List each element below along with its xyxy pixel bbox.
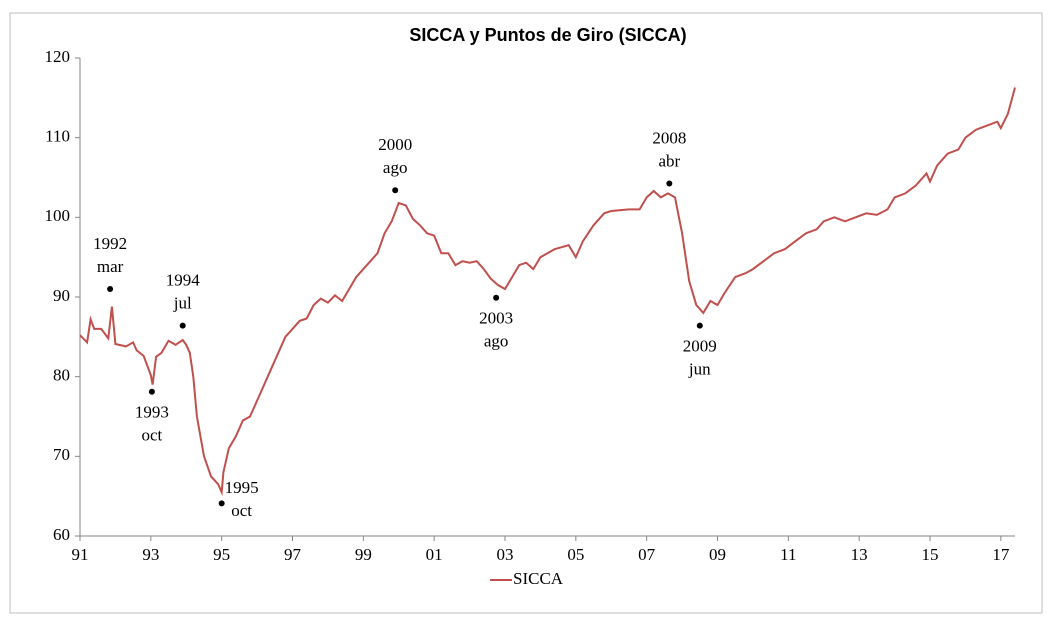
annotation-label: jun xyxy=(688,360,711,379)
annotation-label: 1995 xyxy=(225,478,259,497)
y-tick-label: 100 xyxy=(45,206,71,225)
annotation-label: oct xyxy=(231,501,252,520)
turning-point xyxy=(696,322,703,329)
turning-point xyxy=(107,286,114,293)
x-tick-label: 13 xyxy=(851,545,868,564)
annotation-label: abr xyxy=(658,151,680,170)
x-tick-label: 91 xyxy=(72,545,89,564)
annotation-label: ago xyxy=(383,158,408,177)
x-tick-label: 93 xyxy=(142,545,159,564)
annotation-label: jul xyxy=(173,294,192,313)
y-tick-label: 120 xyxy=(45,47,71,66)
turning-point xyxy=(218,500,225,507)
chart-frame xyxy=(9,12,1043,614)
y-tick-label: 80 xyxy=(53,366,70,385)
legend-label: SICCA xyxy=(513,569,564,588)
x-tick-label: 09 xyxy=(709,545,726,564)
annotation-label: 1994 xyxy=(166,271,201,290)
chart-title: SICCA y Puntos de Giro (SICCA) xyxy=(409,25,686,45)
x-tick-label: 11 xyxy=(780,545,796,564)
y-tick-label: 110 xyxy=(45,127,70,146)
x-tick-label: 05 xyxy=(567,545,584,564)
turning-point xyxy=(666,180,673,187)
annotation-label: 2000 xyxy=(378,135,412,154)
y-tick-label: 70 xyxy=(53,445,70,464)
annotation-label: 2008 xyxy=(652,128,686,147)
series-line xyxy=(79,87,1016,497)
x-tick-label: 15 xyxy=(922,545,939,564)
annotation-label: ago xyxy=(484,332,509,351)
annotation-label: 2009 xyxy=(683,337,717,356)
y-tick-label: 60 xyxy=(53,525,70,544)
annotation-label: 1992 xyxy=(93,234,127,253)
turning-point xyxy=(179,322,186,329)
x-tick-label: 17 xyxy=(992,545,1010,564)
x-tick-label: 95 xyxy=(213,545,230,564)
x-tick-label: 99 xyxy=(355,545,372,564)
x-tick-label: 01 xyxy=(426,545,443,564)
x-tick-label: 07 xyxy=(638,545,656,564)
annotation-label: oct xyxy=(142,426,163,445)
x-tick-label: 03 xyxy=(497,545,514,564)
turning-point xyxy=(392,187,399,194)
turning-point xyxy=(493,294,500,301)
x-tick-label: 97 xyxy=(284,545,302,564)
annotation-label: 1993 xyxy=(135,403,169,422)
turning-point xyxy=(148,388,155,395)
y-tick-label: 90 xyxy=(53,286,70,305)
annotation-label: 2003 xyxy=(479,309,513,328)
annotation-label: mar xyxy=(97,257,124,276)
